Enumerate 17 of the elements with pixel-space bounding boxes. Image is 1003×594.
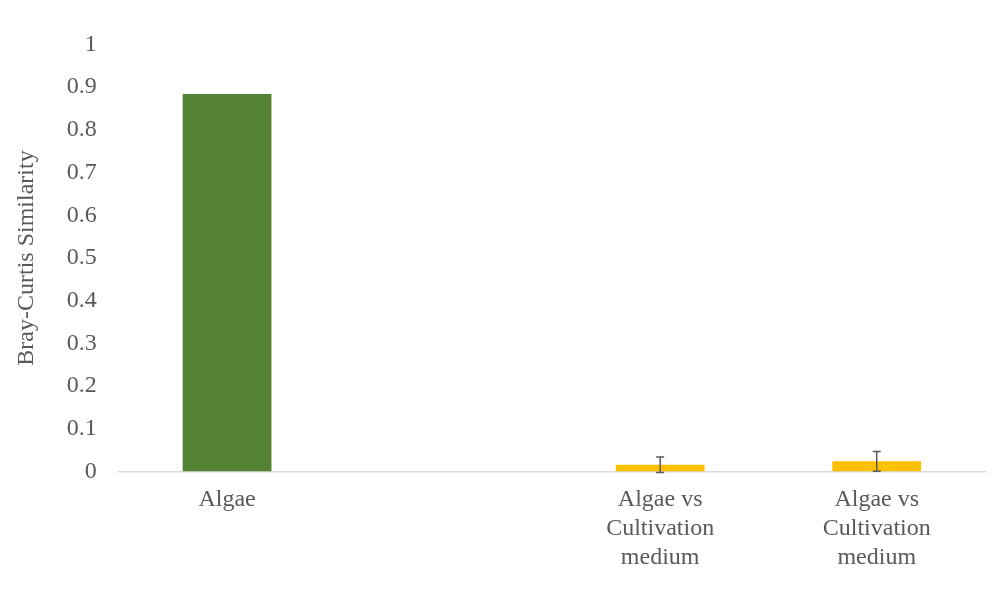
y-tick-label: 0.1: [66, 414, 97, 441]
y-tick-label: 0.8: [66, 115, 97, 142]
bar: [832, 461, 922, 472]
y-tick-label: 1: [84, 29, 97, 56]
y-tick-label: 0.2: [66, 371, 97, 398]
y-tick-label: 0: [84, 456, 97, 483]
y-axis-title: Bray-Curtis Similarity: [11, 150, 38, 366]
x-tick-label: Algae vs Cultivation medium: [822, 485, 931, 569]
y-tick-label: 0.4: [66, 286, 97, 313]
y-tick-label: 0.5: [66, 243, 97, 270]
y-tick-label: 0.6: [66, 200, 97, 227]
bar: [182, 93, 272, 472]
y-tick-label: 0.7: [66, 157, 97, 184]
y-tick-label: 0.9: [66, 72, 97, 99]
x-tick-label: Algae vs Cultivation medium: [606, 485, 715, 569]
x-tick-label: Algae: [198, 485, 256, 512]
y-tick-label: 0.3: [66, 328, 97, 355]
